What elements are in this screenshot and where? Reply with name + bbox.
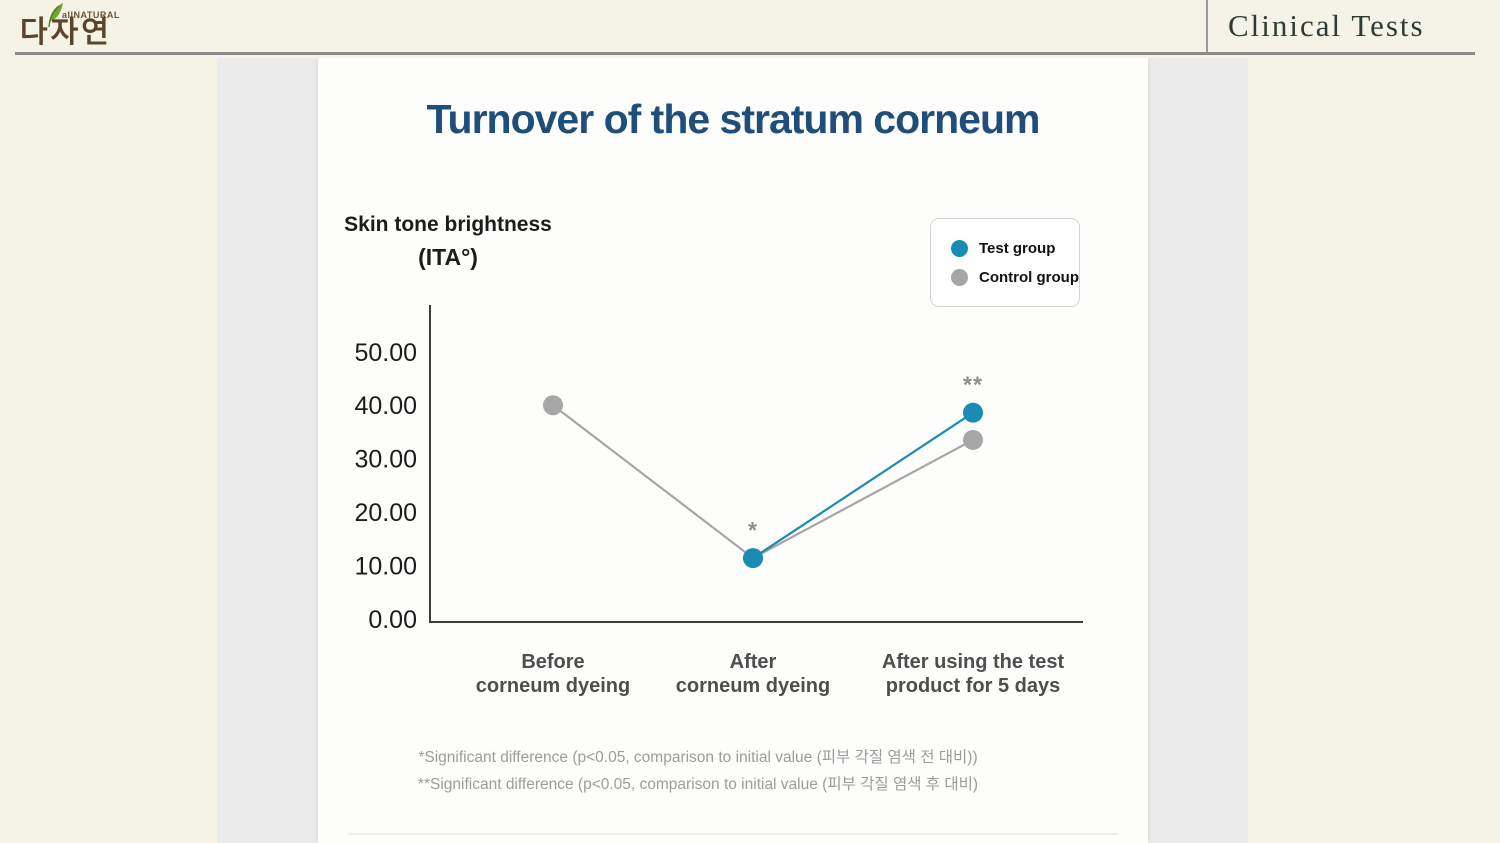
header-rule	[15, 52, 1475, 55]
y-axis-label: Skin tone brightness (ITA°)	[336, 213, 560, 271]
panel-bottom-divider	[348, 833, 1118, 835]
data-point-control-group	[963, 429, 983, 450]
data-point-test-group	[963, 402, 983, 423]
y-tick-label: 10.00	[354, 553, 417, 581]
significance-marker: **	[963, 372, 983, 398]
brand-wordmark: 다자연	[20, 16, 112, 49]
legend-label: Control group	[979, 268, 1079, 286]
y-tick-label: 20.00	[354, 499, 417, 527]
legend-item-test-group: Test group	[951, 235, 1079, 261]
x-category-label: After corneum dyeing	[676, 651, 830, 697]
chart-title: Turnover of the stratum corneum	[426, 96, 1041, 142]
chart-footnotes: *Significant difference (p<0.05, compari…	[418, 744, 978, 798]
header-divider	[1206, 0, 1208, 52]
footnote-1: *Significant difference (p<0.05, compari…	[418, 749, 978, 766]
right-gutter-strip	[1148, 58, 1248, 843]
y-tick-label: 40.00	[354, 392, 417, 420]
data-point-control-group	[543, 395, 563, 416]
legend-label: Test group	[979, 239, 1056, 257]
series-line-control-group	[552, 404, 974, 560]
brand-logo[interactable]: allNATURAL 다자연	[20, 3, 140, 52]
data-point-test-group	[743, 548, 763, 569]
y-axis-label-text: Skin tone brightness	[344, 213, 552, 236]
chart-legend: Test group Control group	[930, 218, 1080, 307]
x-category-label: Before corneum dyeing	[476, 651, 630, 697]
control-group-dot-icon	[951, 268, 968, 286]
site-header: allNATURAL 다자연 Clinical Tests	[0, 0, 1500, 58]
slide-panel: Turnover of the stratum corneum Skin ton…	[318, 58, 1148, 843]
brand-tagline: allNATURAL	[62, 10, 120, 20]
left-gutter-strip	[217, 58, 318, 843]
footnote-2: **Significant difference (p<0.05, compar…	[417, 776, 979, 793]
y-tick-label: 0.00	[368, 606, 417, 634]
legend-item-control-group: Control group	[951, 264, 1079, 290]
y-tick-label: 30.00	[354, 446, 417, 474]
x-category-label: After using the test product for 5 days	[882, 651, 1065, 697]
content-stage: Turnover of the stratum corneum Skin ton…	[0, 58, 1500, 843]
y-tick-label: 50.00	[354, 339, 417, 367]
leaf-icon	[48, 3, 63, 28]
test-group-dot-icon	[951, 239, 968, 257]
significance-marker: *	[748, 517, 758, 543]
y-axis-label-unit: (ITA°)	[418, 244, 478, 270]
series-line-test-group	[752, 411, 974, 559]
page-title: Clinical Tests	[1228, 8, 1425, 43]
